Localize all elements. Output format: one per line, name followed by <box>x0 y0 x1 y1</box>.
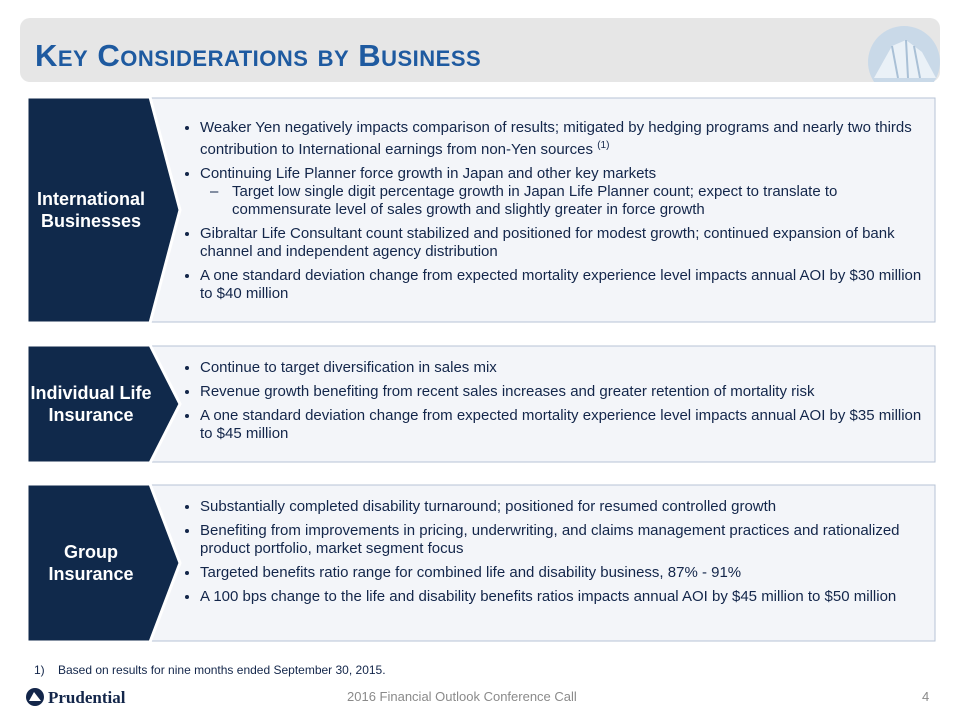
bullet: Weaker Yen negatively impacts comparison… <box>200 119 935 159</box>
bullet-text: A one standard deviation change from exp… <box>200 407 922 442</box>
bullet-text: Substantially completed disability turna… <box>200 498 777 515</box>
sub-bullet-list: Target low single digit percentage growt… <box>200 183 935 219</box>
bullet-text: A 100 bps change to the life and disabil… <box>200 588 897 605</box>
footer-logo-icon <box>26 688 44 706</box>
label-chevron <box>25 345 182 463</box>
bullet-text: Benefiting from improvements in pricing,… <box>200 522 900 557</box>
section: International Businesses Weaker Yen negat… <box>0 97 960 323</box>
section-shape <box>25 484 936 642</box>
section-label: International Businesses <box>36 189 145 231</box>
bullet-text: Targeted benefits ratio range for combin… <box>200 564 742 581</box>
bullet-text: A one standard deviation change from exp… <box>200 267 922 302</box>
bullet: A 100 bps change to the life and disabil… <box>200 588 935 606</box>
footer-logo: Prudential <box>48 688 126 707</box>
title-bar <box>20 18 940 82</box>
content-panel <box>139 484 936 642</box>
label-chevron <box>25 97 182 323</box>
logo-icon <box>868 26 940 82</box>
bullet-list: Substantially completed disability turna… <box>182 498 935 612</box>
section-label: Group Insurance <box>48 542 134 584</box>
section: Individual Life Insurance Continue to tar… <box>0 345 960 463</box>
bullet: Gibraltar Life Consultant count stabiliz… <box>200 225 935 261</box>
bullet-text: Continue to target diversification in sa… <box>200 359 497 376</box>
sub-bullet: Target low single digit percentage growt… <box>210 183 935 219</box>
slide-title: Key Considerations by Business <box>35 38 482 73</box>
bullet-list: Continue to target diversification in sa… <box>182 359 935 449</box>
content-panel <box>139 345 936 463</box>
bullet-text: Continuing Life Planner force growth in … <box>200 165 657 182</box>
bullet-text: Revenue growth benefiting from recent sa… <box>200 383 815 400</box>
bullet: Substantially completed disability turna… <box>200 498 935 516</box>
bullet: Continuing Life Planner force growth in … <box>200 165 935 219</box>
bullet: Targeted benefits ratio range for combin… <box>200 564 935 582</box>
footnote-ref: (1) <box>597 140 610 151</box>
bullet: Benefiting from improvements in pricing,… <box>200 522 935 558</box>
footnote: Based on results for nine months ended S… <box>58 663 386 677</box>
section: Group Insurance Substantially completed d… <box>0 484 960 642</box>
bullet: A one standard deviation change from exp… <box>200 407 935 443</box>
section-label: Individual Life Insurance <box>30 383 152 425</box>
footnote-marker: 1) <box>34 663 45 677</box>
bullet: Revenue growth benefiting from recent sa… <box>200 383 935 401</box>
bullet-text: Weaker Yen negatively impacts comparison… <box>200 119 912 158</box>
bullet: Continue to target diversification in sa… <box>200 359 935 377</box>
section-shape <box>25 345 936 463</box>
bullet: A one standard deviation change from exp… <box>200 267 935 303</box>
bullet-list: Weaker Yen negatively impacts comparison… <box>182 119 935 309</box>
bullet-text: Gibraltar Life Consultant count stabiliz… <box>200 225 895 260</box>
page-number: 4 <box>922 689 930 704</box>
label-chevron <box>25 484 182 642</box>
footer-text: 2016 Financial Outlook Conference Call <box>347 689 577 704</box>
